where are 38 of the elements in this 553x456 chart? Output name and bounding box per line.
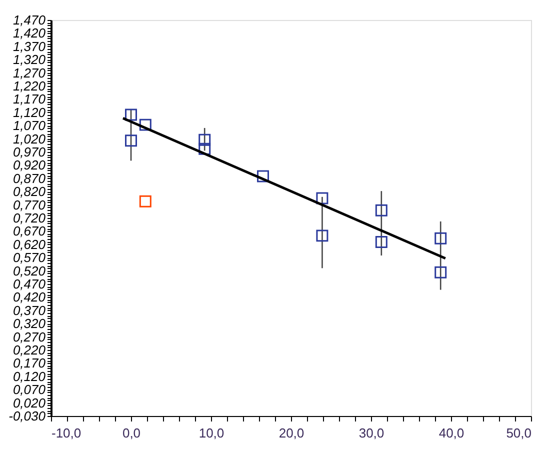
y-tick-label: 0,970 [12,144,46,160]
y-tick-label: 1,220 [12,78,46,94]
y-tick-label: 1,070 [12,118,46,134]
x-tick-label: 50,0 [506,426,532,440]
y-tick-label: 0,220 [12,342,46,358]
y-tick-label: 1,270 [12,65,46,80]
y-tick-label: 0,770 [12,197,46,212]
y-tick-label: 0,420 [12,290,46,305]
y-tick-label: 0,520 [12,263,46,278]
y-tick-label: 0,920 [12,158,46,173]
x-tick-label: 30,0 [358,426,384,440]
y-tick-label: 1,170 [12,92,46,107]
x-tick-label: 20,0 [278,426,304,440]
x-tick-label: -10,0 [52,426,82,440]
y-tick-label: 1,470 [12,12,46,28]
y-tick-label: 0,170 [12,356,46,371]
x-tick-label: 0,0 [122,426,141,440]
y-tick-label: 0,470 [12,276,46,292]
y-tick-label: 0,020 [12,395,46,410]
x-tick-label: 10,0 [198,426,224,440]
y-tick-label: 0,270 [12,329,46,344]
y-tick-label: 0,620 [12,236,46,252]
y-tick-label: 0,720 [12,210,46,226]
y-tick-label: 1,120 [12,104,46,120]
y-tick-label: 0,870 [12,170,46,186]
y-tick-label: 0,320 [12,316,46,332]
y-tick-label: 0,670 [12,224,46,239]
y-tick-label: 1,320 [12,52,46,68]
x-tick-label: 40,0 [438,426,464,440]
y-tick-label: 0,820 [12,184,46,200]
y-tick-label: -0,030 [8,408,46,424]
y-tick-label: 0,570 [12,250,46,266]
y-tick-label: 1,420 [12,26,46,41]
y-tick-label: 1,020 [12,131,46,146]
y-tick-label: 0,120 [12,368,46,384]
y-tick-label: 0,070 [12,382,46,398]
y-tick-label: 0,370 [12,302,46,318]
y-tick-label: 1,370 [12,38,46,54]
